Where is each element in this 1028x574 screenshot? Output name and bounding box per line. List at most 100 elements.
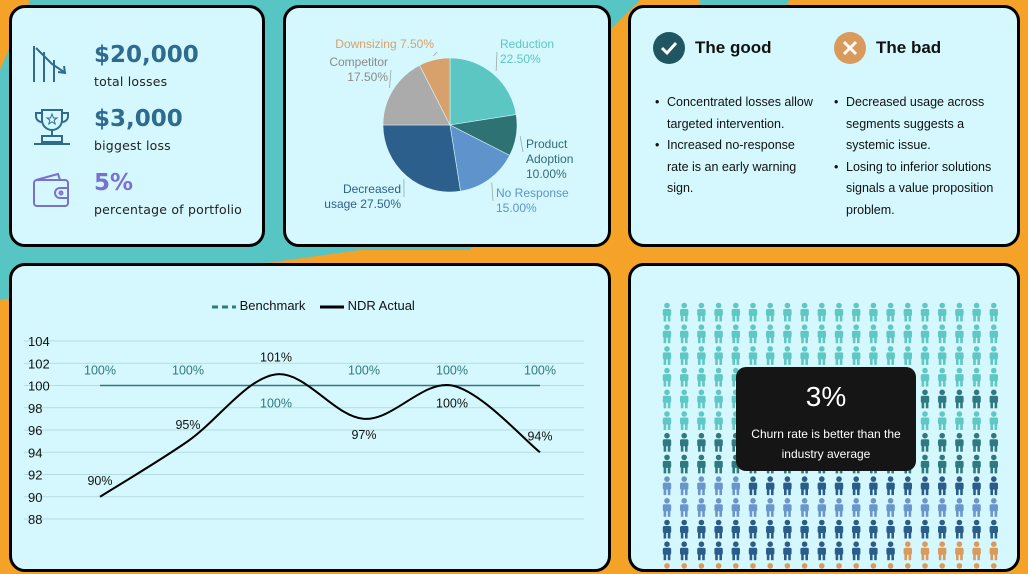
person-icon bbox=[680, 411, 689, 430]
person-icon bbox=[852, 324, 861, 344]
person-icon bbox=[852, 476, 861, 496]
line-chart-card: Benchmark NDR Actual 88 90 92 94 96 98 100 102 1… bbox=[9, 263, 611, 572]
person-icon bbox=[817, 476, 826, 496]
stats-card: $20,000 total losses $3,000 biggest loss bbox=[9, 5, 265, 247]
person-icon bbox=[972, 432, 981, 452]
list-item: Losing to inferior solutions signals a v… bbox=[834, 157, 1002, 222]
pie-chart: Reduction 22.50% Product Adoption 10.00% No R… bbox=[324, 37, 573, 215]
person-icon bbox=[714, 367, 723, 387]
person-icon bbox=[748, 324, 758, 344]
person-icon bbox=[920, 324, 930, 344]
person-icon bbox=[989, 476, 998, 496]
person-icon bbox=[662, 476, 672, 496]
person-icon bbox=[972, 346, 981, 365]
stat-label: percentage of portfolio bbox=[94, 202, 243, 217]
person-icon bbox=[939, 563, 945, 569]
person-icon bbox=[766, 541, 775, 561]
person-icon bbox=[886, 476, 895, 496]
person-icon bbox=[783, 302, 792, 322]
person-icon bbox=[748, 302, 758, 322]
person-icon bbox=[972, 302, 981, 322]
person-icon bbox=[731, 324, 740, 344]
person-icon bbox=[834, 498, 844, 517]
pie-leader-line bbox=[495, 51, 498, 72]
pie-slice bbox=[382, 64, 451, 126]
person-icon bbox=[869, 324, 878, 344]
churn-people-card: 3% Churn rate is better than the industr… bbox=[628, 263, 1020, 572]
person-icon bbox=[955, 519, 964, 539]
person-icon bbox=[972, 367, 981, 387]
person-icon bbox=[920, 411, 930, 430]
person-icon bbox=[817, 498, 826, 517]
person-icon bbox=[766, 324, 775, 344]
person-icon bbox=[834, 324, 844, 344]
person-icon bbox=[956, 563, 963, 569]
ndr-data-label: 97% bbox=[351, 428, 376, 442]
person-icon bbox=[697, 411, 706, 430]
y-tick-label: 88 bbox=[28, 512, 42, 527]
person-icon bbox=[920, 454, 930, 474]
person-icon bbox=[886, 302, 895, 322]
person-icon bbox=[989, 346, 998, 365]
stat-portfolio-percentage: 5% percentage of portfolio bbox=[30, 170, 260, 220]
person-icon bbox=[972, 476, 981, 496]
person-icon bbox=[783, 498, 792, 517]
person-icon bbox=[920, 476, 930, 496]
legend-swatch bbox=[320, 305, 344, 309]
stat-value: $20,000 bbox=[94, 42, 199, 68]
stat-label: total losses bbox=[94, 74, 168, 89]
person-icon bbox=[972, 519, 981, 539]
person-icon bbox=[920, 367, 930, 387]
benchmark-data-label: 100% bbox=[524, 364, 556, 378]
person-icon bbox=[731, 541, 740, 561]
person-icon bbox=[714, 389, 723, 409]
churn-rate-callout: 3% Churn rate is better than the industr… bbox=[736, 367, 916, 471]
person-icon bbox=[938, 498, 947, 517]
declining-chart-icon bbox=[33, 46, 67, 82]
pie-leader-line bbox=[433, 51, 438, 57]
person-icon bbox=[766, 302, 775, 322]
y-tick-label: 100 bbox=[28, 379, 50, 394]
person-icon bbox=[697, 454, 706, 474]
person-icon bbox=[680, 367, 689, 387]
person-icon bbox=[972, 389, 981, 409]
pie-leader-line bbox=[389, 69, 392, 88]
pie-leader-line bbox=[491, 182, 494, 202]
stat-value: 5% bbox=[94, 170, 134, 196]
person-icon bbox=[800, 324, 809, 344]
y-tick-label: 92 bbox=[28, 468, 42, 483]
person-icon bbox=[886, 346, 895, 365]
person-icon bbox=[989, 498, 998, 517]
bad-list: Decreased usage across segments suggests… bbox=[834, 92, 1002, 221]
person-icon bbox=[920, 389, 930, 409]
person-icon bbox=[852, 498, 861, 517]
y-tick-label: 96 bbox=[28, 423, 42, 438]
person-icon bbox=[972, 498, 981, 517]
person-icon bbox=[800, 302, 809, 322]
person-icon bbox=[989, 411, 998, 430]
pie-slice-label: Downsizing 7.50% bbox=[335, 37, 434, 51]
person-icon bbox=[662, 346, 672, 365]
person-icon bbox=[680, 519, 689, 539]
person-icon bbox=[955, 346, 964, 365]
good-title: The good bbox=[695, 38, 772, 57]
person-icon bbox=[903, 346, 912, 365]
person-icon bbox=[697, 346, 706, 365]
person-icon bbox=[955, 498, 964, 517]
person-icon bbox=[869, 519, 878, 539]
person-icon bbox=[766, 519, 775, 539]
person-icon bbox=[938, 411, 947, 430]
person-icon bbox=[886, 519, 895, 539]
person-icon bbox=[800, 346, 809, 365]
stat-value: $3,000 bbox=[94, 106, 183, 132]
person-icon bbox=[731, 498, 740, 517]
person-icon bbox=[920, 302, 930, 322]
person-icon bbox=[955, 476, 964, 496]
person-icon bbox=[680, 541, 689, 561]
person-icon bbox=[938, 389, 947, 409]
person-icon bbox=[834, 519, 844, 539]
person-icon bbox=[800, 476, 809, 496]
person-icon bbox=[920, 498, 930, 517]
person-icon bbox=[852, 519, 861, 539]
person-icon bbox=[662, 498, 672, 517]
